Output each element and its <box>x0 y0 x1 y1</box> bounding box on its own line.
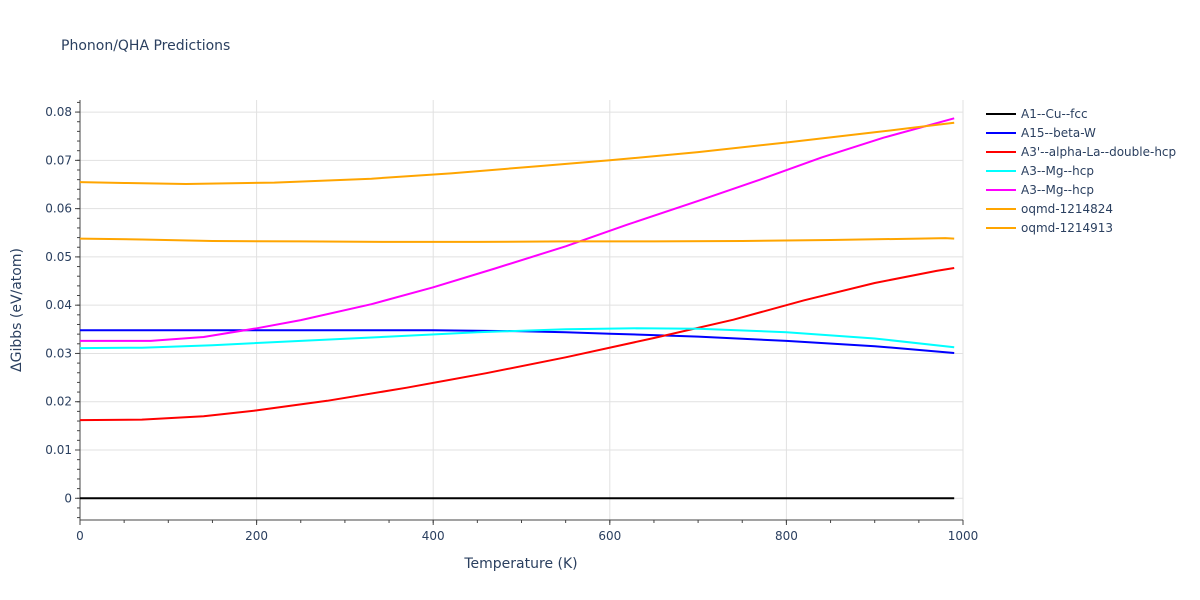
x-tick-label: 200 <box>245 529 268 543</box>
tick-labels: 0 200 400 600 800 1000 0 0.01 0.02 0.03 0.04 0.05 0.… <box>45 105 978 543</box>
legend-label: oqmd-1214913 <box>1021 221 1113 235</box>
y-tick-label: 0.03 <box>45 346 72 360</box>
x-axis-title: Temperature (K) <box>463 556 577 572</box>
grid <box>80 100 964 520</box>
y-tick-label: 0.02 <box>45 395 72 409</box>
series-line-5 <box>79 237 955 243</box>
y-axis-title: ΔGibbs (eV/atom) <box>9 248 25 372</box>
series-line-4 <box>80 117 955 342</box>
x-tick-label: 1000 <box>948 529 979 543</box>
legend-label: A3--Mg--hcp <box>1021 183 1094 197</box>
series-line-6 <box>79 121 955 185</box>
plot-area <box>79 117 955 500</box>
legend-item-6[interactable]: oqmd-1214913 <box>986 221 1113 235</box>
series-line-2 <box>79 267 955 422</box>
legend-item-0[interactable]: A1--Cu--fcc <box>986 107 1088 121</box>
y-tick-label: 0.06 <box>45 202 72 216</box>
legend-item-4[interactable]: A3--Mg--hcp <box>986 183 1094 197</box>
legend-item-5[interactable]: oqmd-1214824 <box>986 202 1113 216</box>
y-tick-label: 0.07 <box>45 153 72 167</box>
legend-label: A3'--alpha-La--double-hcp <box>1021 145 1176 159</box>
y-tick-label: 0.08 <box>45 105 72 119</box>
series-line-1 <box>80 329 955 354</box>
legend[interactable]: A1--Cu--fcc A15--beta-W A3'--alpha-La--dou… <box>986 107 1176 235</box>
x-tick-label: 600 <box>598 529 621 543</box>
y-tick-label: 0.05 <box>45 250 72 264</box>
y-tick-label: 0 <box>64 491 72 505</box>
series-line-3 <box>79 327 955 350</box>
y-tick-label: 0.01 <box>45 443 72 457</box>
legend-label: A3--Mg--hcp <box>1021 164 1094 178</box>
x-tick-label: 0 <box>76 529 84 543</box>
chart-title: Phonon/QHA Predictions <box>61 38 230 54</box>
legend-label: oqmd-1214824 <box>1021 202 1113 216</box>
x-tick-label: 800 <box>775 529 798 543</box>
y-tick-label: 0.04 <box>45 298 72 312</box>
legend-label: A1--Cu--fcc <box>1021 107 1088 121</box>
legend-label: A15--beta-W <box>1021 126 1096 140</box>
legend-item-2[interactable]: A3'--alpha-La--double-hcp <box>986 145 1176 159</box>
x-tick-label: 400 <box>422 529 445 543</box>
legend-item-1[interactable]: A15--beta-W <box>986 126 1096 140</box>
legend-item-3[interactable]: A3--Mg--hcp <box>986 164 1094 178</box>
axes <box>75 100 964 525</box>
